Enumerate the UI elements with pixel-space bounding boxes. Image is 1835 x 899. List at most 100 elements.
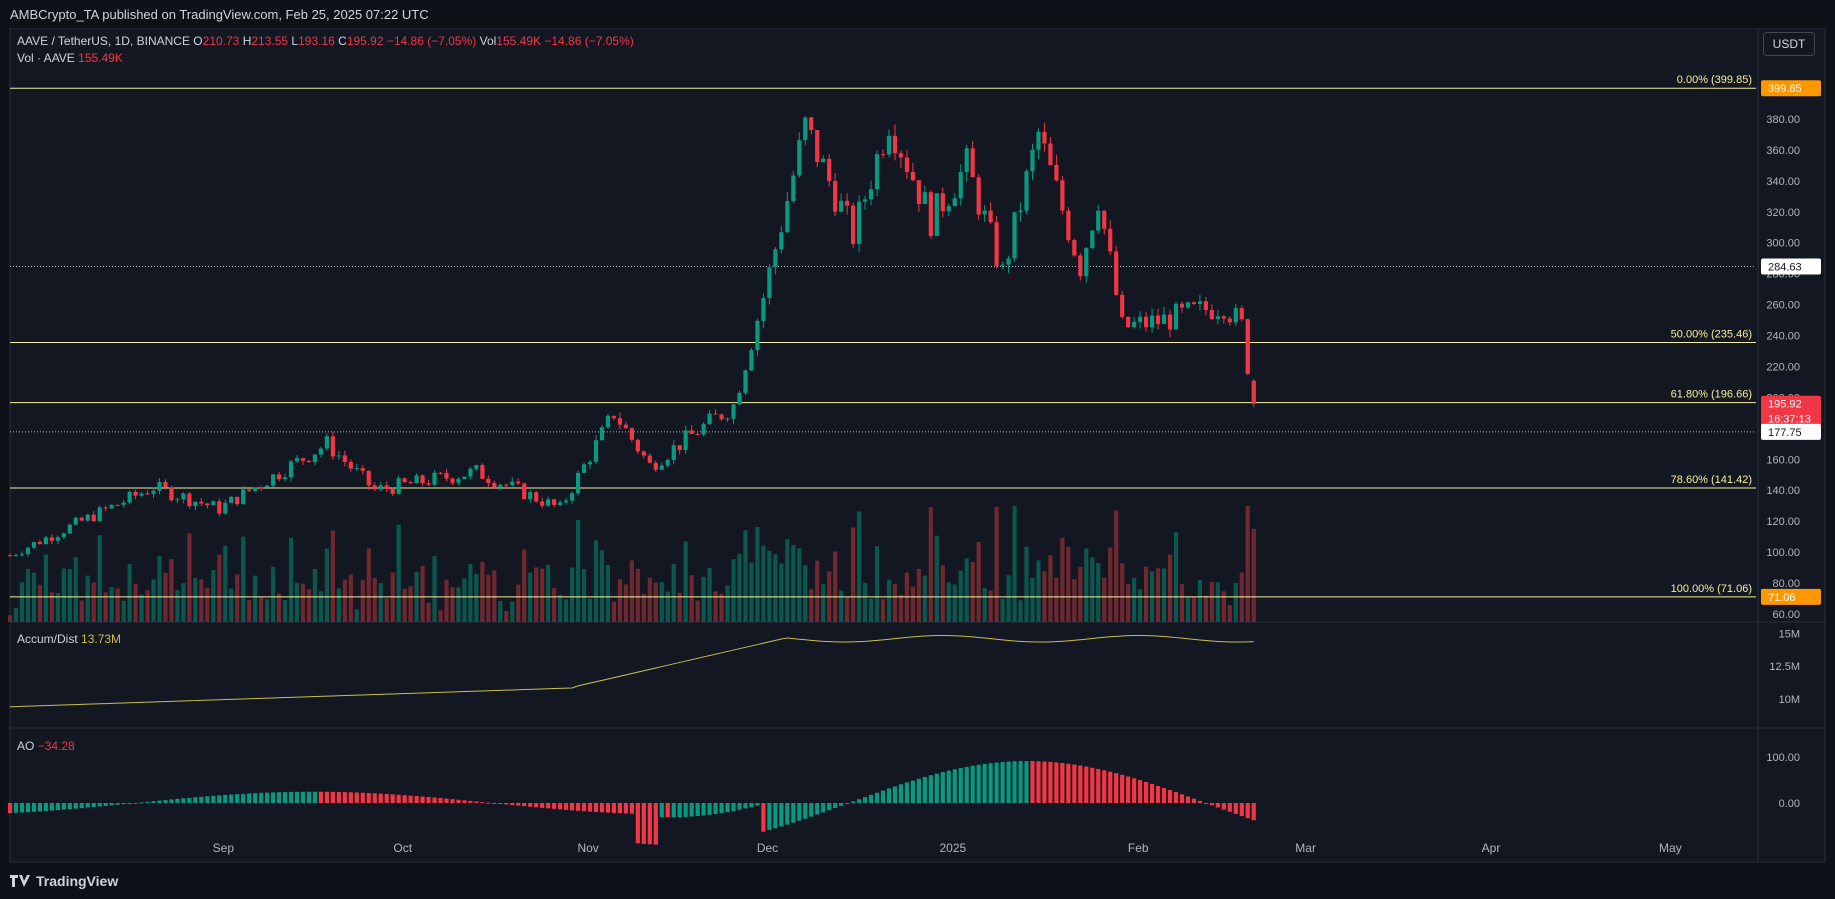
price-badge-label: 284.63 — [1768, 261, 1802, 273]
volume-bar — [85, 575, 90, 622]
price-badge-label: 195.92 — [1768, 399, 1802, 411]
volume-bar — [809, 589, 814, 622]
ao-bar — [1066, 763, 1071, 803]
volume-bar — [456, 587, 461, 622]
ao-pane: 100.00 0.00 — [7, 752, 1800, 845]
ao-bar — [73, 803, 78, 809]
candle-body — [827, 158, 832, 181]
ao-bar — [569, 803, 575, 811]
ao-bar — [1018, 761, 1023, 803]
volume-bar — [55, 592, 60, 622]
price-legend[interactable]: AAVE / TetherUS, 1D, BINANCE O210.73 H21… — [17, 34, 634, 48]
candle-body — [1215, 316, 1220, 319]
candle-body — [851, 205, 856, 244]
volume-bar — [1090, 557, 1095, 622]
candle-body — [617, 418, 622, 425]
ao-bar — [653, 803, 658, 845]
time-tick-label: Nov — [577, 841, 598, 855]
volume-bar — [851, 527, 856, 622]
volume-bar — [892, 584, 898, 622]
candle-body — [247, 489, 252, 491]
candle-body — [904, 157, 910, 172]
volume-bar — [575, 520, 581, 622]
ao-bar — [205, 796, 210, 803]
accum-dist-label[interactable]: Accum/Dist — [17, 632, 78, 646]
ao-legend[interactable]: AO −34.28 — [17, 739, 75, 753]
volume-bar — [1072, 579, 1077, 622]
volume-bar — [994, 506, 999, 622]
candle-body — [282, 477, 288, 480]
candle-body — [133, 491, 138, 496]
volume-bar — [342, 579, 347, 622]
volume-bar — [432, 555, 437, 622]
candle-body — [19, 554, 25, 556]
candle-body — [1102, 210, 1107, 229]
volume-bar — [408, 586, 413, 622]
close-label: C — [338, 34, 347, 48]
volume-bar — [378, 583, 383, 622]
candle-body — [761, 297, 766, 321]
candle-body — [175, 499, 180, 501]
ao-bar — [689, 803, 694, 817]
candle-body — [378, 485, 383, 490]
price-badge-label: 71.06 — [1768, 592, 1796, 604]
volume-bar — [611, 601, 617, 622]
ao-bar — [1012, 761, 1017, 803]
candle-body — [1018, 210, 1023, 213]
ao-bar — [492, 803, 497, 804]
volume-bar — [737, 554, 742, 622]
candle-body — [1167, 314, 1173, 330]
volume-bar — [294, 582, 300, 622]
tradingview-logo[interactable]: TradingView — [10, 873, 118, 889]
candle-body — [534, 492, 539, 502]
volume-bar — [922, 575, 927, 622]
ao-bar — [300, 791, 306, 803]
ao-bar — [199, 796, 204, 803]
ao-bar — [970, 765, 975, 803]
volume-legend[interactable]: Vol · AAVE 155.49K — [17, 51, 123, 65]
candle-body — [886, 135, 892, 155]
volume-series-label[interactable]: Vol · AAVE — [17, 51, 75, 65]
ao-bar — [181, 798, 186, 803]
candle-body — [665, 459, 670, 466]
volume-bar — [37, 585, 42, 622]
volume-bar — [546, 565, 551, 622]
volume-bar — [970, 562, 975, 622]
tradingview-icon — [10, 875, 30, 887]
ao-value: −34.28 — [37, 739, 75, 753]
accum-dist-legend[interactable]: Accum/Dist 13.73M — [17, 632, 121, 646]
volume-bar — [468, 563, 473, 622]
ao-bar — [1054, 762, 1059, 803]
ao-bar — [25, 803, 31, 813]
candle-body — [504, 484, 509, 486]
candle-body — [432, 472, 437, 485]
candle-body — [145, 493, 150, 495]
ao-bar — [211, 795, 216, 803]
ao-bar — [994, 762, 999, 803]
candle-body — [1090, 230, 1095, 248]
ao-bar — [1126, 776, 1131, 803]
candles — [7, 116, 1256, 557]
price-tick-label: 340.00 — [1766, 176, 1800, 188]
ao-bar — [1155, 785, 1161, 803]
candle-body — [73, 517, 78, 525]
candle-body — [623, 424, 628, 429]
currency-button[interactable]: USDT — [1763, 32, 1815, 56]
ao-bar — [904, 782, 910, 803]
volume-bar — [964, 558, 969, 622]
ao-bar — [833, 803, 838, 809]
candle-body — [115, 504, 120, 506]
candle-body — [1036, 131, 1041, 150]
ao-bar — [534, 803, 539, 808]
ao-tick-label: 100.00 — [1766, 752, 1800, 764]
volume-bar — [205, 587, 210, 622]
ao-bar — [31, 803, 37, 812]
ao-bar — [940, 772, 945, 803]
ao-bar — [426, 797, 431, 803]
candle-body — [803, 117, 808, 141]
volume-bar — [934, 535, 939, 622]
symbol-label[interactable]: AAVE / TetherUS, 1D, BINANCE — [17, 34, 190, 48]
ao-label[interactable]: AO — [17, 739, 35, 753]
volume-bar — [767, 550, 772, 622]
